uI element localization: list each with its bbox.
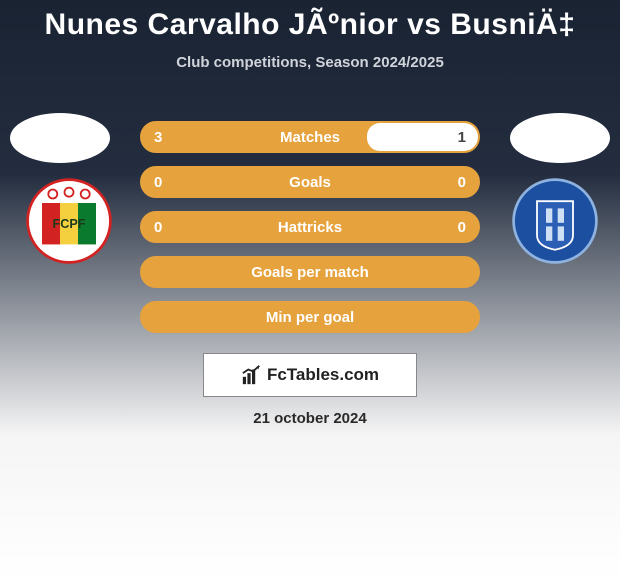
stat-label: Goals per match bbox=[142, 264, 478, 281]
club-right-badge bbox=[510, 176, 600, 266]
stat-value-right: 0 bbox=[458, 219, 466, 236]
stat-row: Hattricks0 0 bbox=[140, 211, 480, 243]
stat-row: Goals per match bbox=[140, 256, 480, 288]
brand-label: FcTables.com bbox=[267, 365, 379, 385]
stat-value-left: 3 bbox=[154, 129, 162, 146]
player-right-avatar bbox=[510, 113, 610, 163]
stat-row: Matches3 1 bbox=[140, 121, 480, 153]
stat-value-left: 0 bbox=[154, 174, 162, 191]
stat-row: Min per goal bbox=[140, 301, 480, 333]
page-title: Nunes Carvalho JÃºnior vs BusniÄ‡ bbox=[0, 8, 620, 42]
stat-value-left: 0 bbox=[154, 219, 162, 236]
player-left-avatar bbox=[10, 113, 110, 163]
stat-value-right: 0 bbox=[458, 174, 466, 191]
stat-row: Goals0 0 bbox=[140, 166, 480, 198]
brand-box: FcTables.com bbox=[203, 353, 417, 397]
chart-icon bbox=[241, 364, 263, 386]
stats-container: Matches31Goals00Hattricks00Goals per mat… bbox=[140, 121, 480, 333]
stat-label: Matches bbox=[142, 129, 478, 146]
svg-text:FCPF: FCPF bbox=[53, 217, 86, 231]
subtitle: Club competitions, Season 2024/2025 bbox=[0, 54, 620, 71]
stat-label: Hattricks bbox=[142, 219, 478, 236]
date-label: 21 october 2024 bbox=[0, 410, 620, 427]
stat-label: Goals bbox=[142, 174, 478, 191]
stat-value-right: 1 bbox=[458, 129, 466, 146]
stat-label: Min per goal bbox=[142, 309, 478, 326]
club-left-badge: FCPF bbox=[24, 176, 114, 266]
